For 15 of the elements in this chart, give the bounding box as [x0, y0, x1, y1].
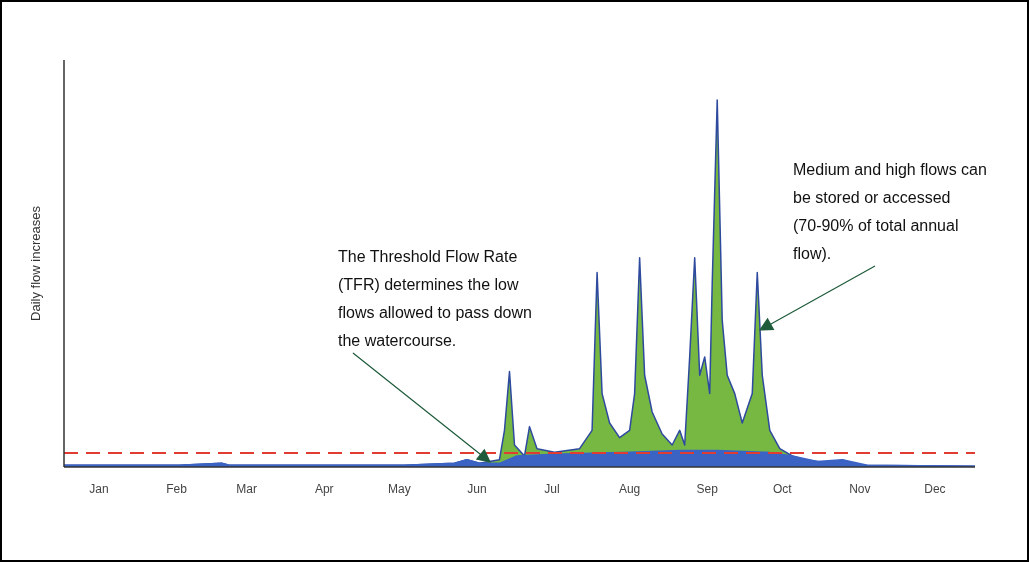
- x-tick-label: May: [388, 482, 411, 496]
- x-tick-label: Dec: [924, 482, 946, 496]
- annotation: Medium and high flows can be stored or accessed (70-90% of total annual flow).: [793, 161, 987, 262]
- x-tick-label: Jan: [89, 482, 109, 496]
- x-tick-label: Jul: [544, 482, 560, 496]
- x-tick-label: Aug: [618, 482, 641, 496]
- x-tick-label: Mar: [236, 482, 258, 496]
- y-axis-title: Daily flow increases: [28, 205, 43, 321]
- annotation: The Threshold Flow Rate (TFR) determines the low flows allowed to pass down the watercourse.: [338, 248, 532, 349]
- x-tick-label: Feb: [166, 482, 188, 496]
- x-tick-label: Oct: [772, 482, 793, 496]
- x-tick-label: Sep: [696, 482, 719, 496]
- x-tick-label: Apr: [314, 482, 334, 496]
- x-tick-label: Jun: [467, 482, 487, 496]
- x-tick-label: Nov: [849, 482, 871, 496]
